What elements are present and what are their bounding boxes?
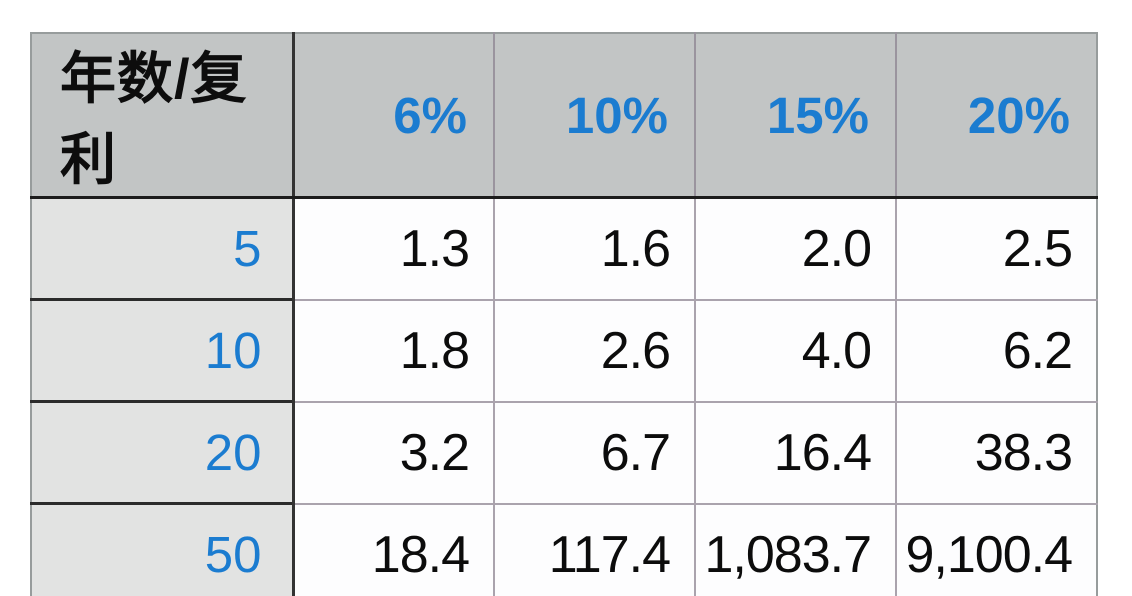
table-row-year-50: 50 18.4 117.4 1,083.7 9,100.4 bbox=[31, 502, 1097, 596]
value-cell: 117.4 bbox=[493, 502, 695, 596]
corner-header-cell: 年数/复利 bbox=[31, 33, 293, 199]
value-cell: 3.2 bbox=[292, 400, 494, 504]
value-cell: 9,100.4 bbox=[895, 502, 1097, 596]
percent-header-6: 6% bbox=[291, 33, 494, 199]
value-cell: 2.0 bbox=[694, 197, 896, 300]
year-label-cell: 5 bbox=[31, 197, 295, 300]
table-row-year-5: 5 1.3 1.6 2.0 2.5 bbox=[31, 197, 1097, 300]
percent-header-20: 20% bbox=[895, 33, 1097, 199]
header-row: 年数/复利 6% 10% 15% 20% bbox=[31, 33, 1097, 199]
value-cell: 2.6 bbox=[493, 298, 695, 402]
table-row-year-10: 10 1.8 2.6 4.0 6.2 bbox=[31, 298, 1097, 402]
compound-interest-table: 年数/复利 6% 10% 15% 20% 5 1.3 1.6 2.0 2.5 1… bbox=[30, 32, 1098, 596]
value-cell: 16.4 bbox=[694, 400, 896, 504]
year-label-cell: 10 bbox=[31, 298, 295, 402]
percent-header-15: 15% bbox=[694, 33, 896, 199]
year-label-cell: 50 bbox=[31, 502, 295, 596]
value-cell: 1.3 bbox=[292, 197, 494, 300]
percent-header-10: 10% bbox=[493, 33, 695, 199]
value-cell: 6.2 bbox=[895, 298, 1097, 402]
value-cell: 6.7 bbox=[493, 400, 695, 504]
value-cell: 1,083.7 bbox=[694, 502, 896, 596]
value-cell: 1.6 bbox=[493, 197, 695, 300]
value-cell: 18.4 bbox=[292, 502, 494, 596]
table-row-year-20: 20 3.2 6.7 16.4 38.3 bbox=[31, 400, 1097, 504]
value-cell: 2.5 bbox=[895, 197, 1097, 300]
value-cell: 1.8 bbox=[292, 298, 494, 402]
year-label-cell: 20 bbox=[31, 400, 295, 504]
value-cell: 38.3 bbox=[895, 400, 1097, 504]
value-cell: 4.0 bbox=[694, 298, 896, 402]
